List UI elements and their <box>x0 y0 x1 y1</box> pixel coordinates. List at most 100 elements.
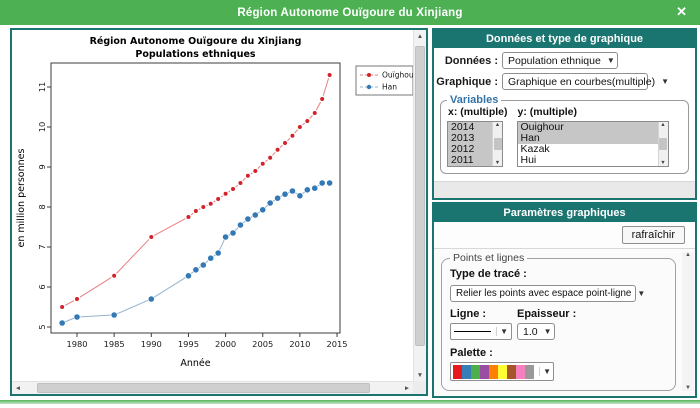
vertical-scroll-thumb[interactable] <box>415 46 425 346</box>
series-Han <box>59 180 333 326</box>
svg-text:Han: Han <box>382 83 397 92</box>
chevron-down-icon: ▼ <box>606 56 615 65</box>
svg-text:2010: 2010 <box>289 339 310 349</box>
palette-swatch <box>462 364 471 379</box>
palette-swatch <box>480 364 489 379</box>
svg-text:2015: 2015 <box>326 339 347 349</box>
data-panel-header: Données et type de graphique <box>434 30 695 48</box>
svg-text:Année: Année <box>180 358 210 369</box>
scroll-down-icon[interactable]: ▼ <box>416 371 424 379</box>
y-multiple-label: y: (multiple) <box>517 106 578 118</box>
svg-text:1990: 1990 <box>141 339 162 349</box>
window-bottom-border <box>0 400 700 404</box>
thickness-value: 1.0 <box>523 325 538 338</box>
chart-horizontal-scrollbar[interactable]: ◄ ► <box>12 381 413 394</box>
svg-text:5: 5 <box>37 324 47 329</box>
data-type-panel: Données et type de graphique Données : P… <box>432 28 697 200</box>
palette-swatches <box>453 364 539 379</box>
trace-type-label: Type de tracé : <box>450 268 527 280</box>
graphique-label: Graphique : <box>436 75 498 88</box>
listbox-scrollbar[interactable]: ▲ ▼ <box>492 122 502 166</box>
svg-text:2005: 2005 <box>252 339 273 349</box>
population-line-chart: 1980 1985 1990 1995 2000 2005 2010 2015 5 6 7 8 9 10 1… <box>16 36 413 369</box>
points-lines-fieldset: Points et lignes Type de tracé : Relier … <box>441 252 676 391</box>
y-variable-listbox[interactable]: Ouighour Han Kazak Hui ▲ ▼ <box>516 121 669 167</box>
refresh-row: rafraîchir <box>434 222 695 249</box>
list-option[interactable]: 2014 <box>448 122 492 133</box>
scroll-up-icon[interactable]: ▲ <box>416 32 424 40</box>
svg-text:Région Autonome Ouïgoure du Xi: Région Autonome Ouïgoure du Xinjiang <box>90 36 302 47</box>
chevron-down-icon: ▼ <box>496 327 508 336</box>
variables-fieldset: Variables x: (multiple) 2014 2013 2012 2011… <box>440 94 689 174</box>
palette-swatch <box>498 364 507 379</box>
svg-text:11: 11 <box>37 82 47 93</box>
list-option[interactable]: Kazak <box>520 143 550 155</box>
graphique-select[interactable]: Graphique en courbes(multiple) ▼ <box>502 73 669 90</box>
thickness-select[interactable]: 1.0 ▼ <box>517 323 555 340</box>
list-option[interactable]: Ouighour <box>517 122 658 133</box>
scroll-down-icon[interactable]: ▼ <box>660 160 666 166</box>
list-option[interactable]: Han <box>517 133 658 144</box>
panel-footer-strip <box>434 181 695 198</box>
svg-text:1985: 1985 <box>104 339 125 349</box>
list-option[interactable]: 2012 <box>448 144 492 155</box>
svg-text:1980: 1980 <box>66 339 87 349</box>
refresh-button[interactable]: rafraîchir <box>621 226 685 244</box>
scroll-down-icon[interactable]: ▼ <box>494 160 501 166</box>
donnees-select[interactable]: Population ethnique ▼ <box>502 52 618 69</box>
line-style-select[interactable]: ▼ <box>450 323 512 340</box>
chart-panel: 1980 1985 1990 1995 2000 2005 2010 2015 5 6 7 8 9 10 1… <box>10 28 428 396</box>
y-variable-column: y: (multiple) Ouighour Han Kazak Hui ▲ ▼ <box>516 106 669 167</box>
chart-axes: 1980 1985 1990 1995 2000 2005 2010 2015 5 6 7 8 9 10 1… <box>16 36 348 369</box>
listbox-scroll-thumb[interactable] <box>493 138 502 150</box>
x-variable-column: x: (multiple) 2014 2013 2012 2011 ▲ ▼ <box>447 106 508 167</box>
list-option[interactable]: 2011 <box>448 155 492 166</box>
palette-swatch <box>507 364 516 379</box>
epaisseur-label: Epaisseur : <box>517 308 577 320</box>
svg-text:9: 9 <box>37 164 47 169</box>
close-icon[interactable]: ✕ <box>676 4 687 19</box>
series-Ouïghour <box>60 73 332 309</box>
graphic-params-panel: Paramètres graphiques rafraîchir Points … <box>432 202 697 398</box>
solid-line-icon <box>454 331 492 332</box>
scroll-up-icon[interactable]: ▲ <box>660 122 666 128</box>
scroll-up-icon[interactable]: ▲ <box>494 122 501 128</box>
palette-swatch <box>471 364 480 379</box>
ligne-label: Ligne : <box>450 308 487 320</box>
svg-text:8: 8 <box>37 204 47 209</box>
scroll-right-icon[interactable]: ► <box>403 384 411 392</box>
svg-text:6: 6 <box>37 284 47 289</box>
list-option[interactable]: Hui <box>520 154 537 166</box>
svg-text:Populations ethniques: Populations ethniques <box>135 49 256 60</box>
list-option[interactable]: 2013 <box>448 133 492 144</box>
chevron-down-icon: ▼ <box>539 367 551 376</box>
svg-text:Ouïghour: Ouïghour <box>382 71 413 80</box>
palette-swatch <box>525 364 534 379</box>
horizontal-scroll-thumb[interactable] <box>37 383 370 393</box>
donnees-selected-value: Population ethnique <box>508 54 601 67</box>
chevron-down-icon: ▼ <box>637 289 646 298</box>
listbox-scrollbar[interactable]: ▲ ▼ <box>657 122 668 166</box>
chevron-down-icon: ▼ <box>661 77 669 86</box>
params-vertical-scrollbar[interactable]: ▲ ▼ <box>682 252 694 391</box>
chevron-down-icon: ▼ <box>543 327 552 336</box>
x-variable-listbox[interactable]: 2014 2013 2012 2011 ▲ ▼ <box>447 121 503 167</box>
scroll-down-icon[interactable]: ▼ <box>685 385 691 391</box>
listbox-scroll-thumb[interactable] <box>659 138 667 150</box>
scroll-up-icon[interactable]: ▲ <box>685 252 691 258</box>
points-lines-legend: Points et lignes <box>453 252 525 264</box>
params-scroll-area: Points et lignes Type de tracé : Relier … <box>434 249 695 396</box>
scroll-left-icon[interactable]: ◄ <box>14 384 22 392</box>
palette-select[interactable]: ▼ <box>450 362 554 381</box>
palette-label: Palette : <box>450 347 493 359</box>
trace-type-select[interactable]: Relier les points avec espace point-lign… <box>450 285 645 302</box>
palette-swatch <box>489 364 498 379</box>
chart-vertical-scrollbar[interactable]: ▲ ▼ <box>413 30 426 381</box>
scrollbar-corner <box>413 381 426 394</box>
svg-text:10: 10 <box>37 122 47 133</box>
palette-swatch <box>453 364 462 379</box>
chart-legend: Ouïghour Han <box>355 65 413 96</box>
palette-swatch <box>516 364 525 379</box>
svg-text:7: 7 <box>37 244 47 249</box>
